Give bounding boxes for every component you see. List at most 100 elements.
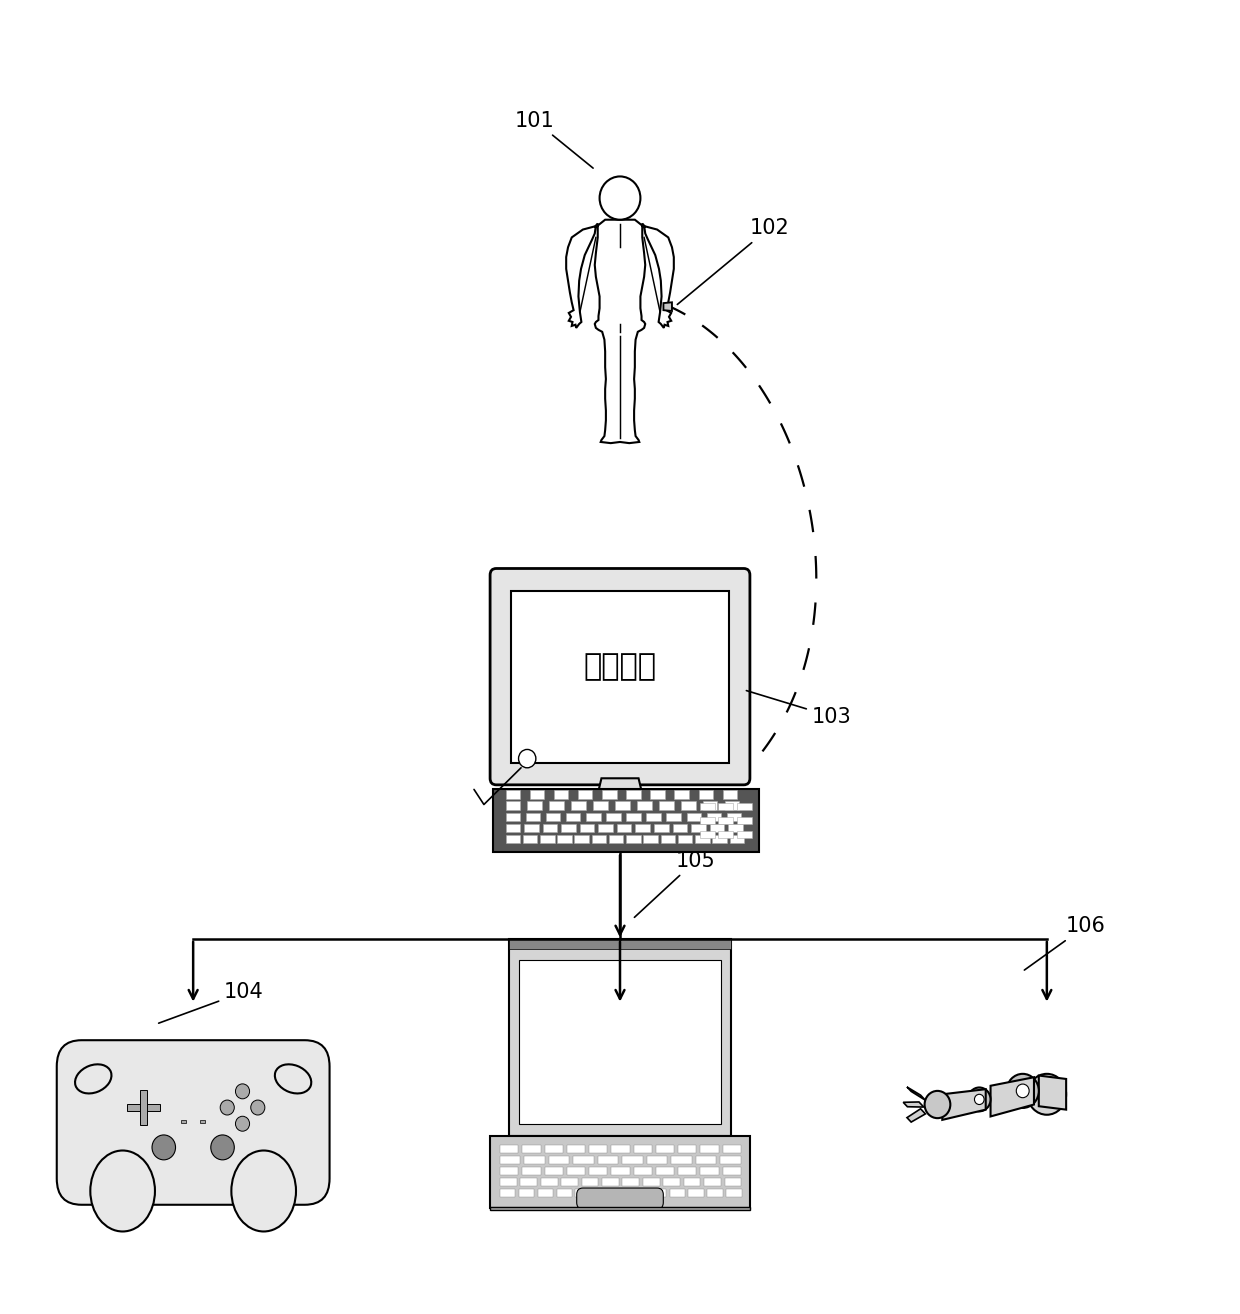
Polygon shape [663,302,672,311]
FancyBboxPatch shape [681,802,696,809]
FancyBboxPatch shape [508,940,732,1135]
FancyBboxPatch shape [737,830,751,838]
Bar [678,1144,697,1152]
Bar [518,1189,534,1197]
Bar [562,1179,578,1187]
FancyBboxPatch shape [718,817,733,824]
FancyBboxPatch shape [660,802,673,809]
FancyBboxPatch shape [666,812,681,821]
Bar [594,1189,610,1197]
FancyBboxPatch shape [699,817,714,824]
FancyBboxPatch shape [672,824,687,832]
Bar [611,1144,630,1152]
FancyBboxPatch shape [525,824,538,832]
Bar [701,1144,719,1152]
Bar [683,1179,701,1187]
FancyBboxPatch shape [709,824,724,832]
FancyBboxPatch shape [490,1135,750,1208]
Bar [672,1156,692,1164]
Polygon shape [1039,1076,1066,1109]
Bar [525,1156,544,1164]
FancyBboxPatch shape [541,834,554,842]
Bar [723,1167,742,1175]
FancyBboxPatch shape [644,834,658,842]
Bar [500,1156,520,1164]
FancyBboxPatch shape [506,834,520,842]
FancyBboxPatch shape [615,802,630,809]
Circle shape [211,1135,234,1160]
FancyBboxPatch shape [650,790,665,799]
FancyBboxPatch shape [591,834,606,842]
Bar [521,1179,537,1187]
Circle shape [1028,1074,1066,1114]
FancyBboxPatch shape [712,834,727,842]
Ellipse shape [232,1151,296,1231]
Bar [128,1104,160,1112]
Bar [181,1121,186,1123]
FancyBboxPatch shape [728,824,743,832]
Polygon shape [567,219,673,443]
Bar [541,1179,558,1187]
FancyBboxPatch shape [703,802,718,809]
Text: 软件算法: 软件算法 [584,652,656,681]
FancyBboxPatch shape [554,790,568,799]
Bar [508,940,732,949]
Bar [678,1167,697,1175]
Circle shape [236,1084,249,1099]
Bar [200,1121,205,1123]
Text: 102: 102 [677,218,789,305]
Bar [522,1167,541,1175]
Bar [704,1179,720,1187]
Bar [656,1167,675,1175]
FancyBboxPatch shape [691,824,706,832]
FancyBboxPatch shape [696,834,709,842]
Bar [598,1156,618,1164]
FancyBboxPatch shape [618,824,631,832]
Bar [500,1179,517,1187]
Circle shape [153,1135,176,1160]
Ellipse shape [91,1151,155,1231]
FancyBboxPatch shape [511,591,729,762]
Bar [500,1167,518,1175]
FancyBboxPatch shape [727,812,742,821]
Bar [656,1144,675,1152]
FancyBboxPatch shape [626,834,641,842]
FancyBboxPatch shape [572,802,585,809]
FancyBboxPatch shape [678,834,692,842]
FancyBboxPatch shape [506,790,520,799]
Bar [567,1144,585,1152]
Polygon shape [906,1109,925,1122]
Bar [642,1179,660,1187]
FancyBboxPatch shape [646,812,661,821]
Bar [724,1179,742,1187]
Bar [634,1144,652,1152]
Circle shape [236,1117,249,1131]
Circle shape [925,1091,950,1118]
FancyBboxPatch shape [527,802,542,809]
FancyBboxPatch shape [562,824,575,832]
Polygon shape [942,1089,986,1120]
Bar [720,1156,740,1164]
Bar [723,1144,742,1152]
Bar [575,1189,590,1197]
Ellipse shape [76,1064,112,1093]
Polygon shape [593,778,647,817]
Bar [634,1167,652,1175]
Circle shape [1007,1074,1039,1108]
Bar [573,1156,594,1164]
Circle shape [975,1095,985,1105]
Bar [603,1179,619,1187]
Bar [701,1167,719,1175]
Circle shape [518,749,536,767]
FancyBboxPatch shape [718,803,733,811]
FancyBboxPatch shape [57,1041,330,1205]
Bar [582,1179,599,1187]
FancyBboxPatch shape [574,834,589,842]
FancyBboxPatch shape [718,830,733,838]
FancyBboxPatch shape [603,790,616,799]
FancyBboxPatch shape [609,834,624,842]
FancyBboxPatch shape [520,961,720,1125]
Bar [647,1156,667,1164]
FancyBboxPatch shape [606,812,621,821]
FancyBboxPatch shape [687,812,701,821]
